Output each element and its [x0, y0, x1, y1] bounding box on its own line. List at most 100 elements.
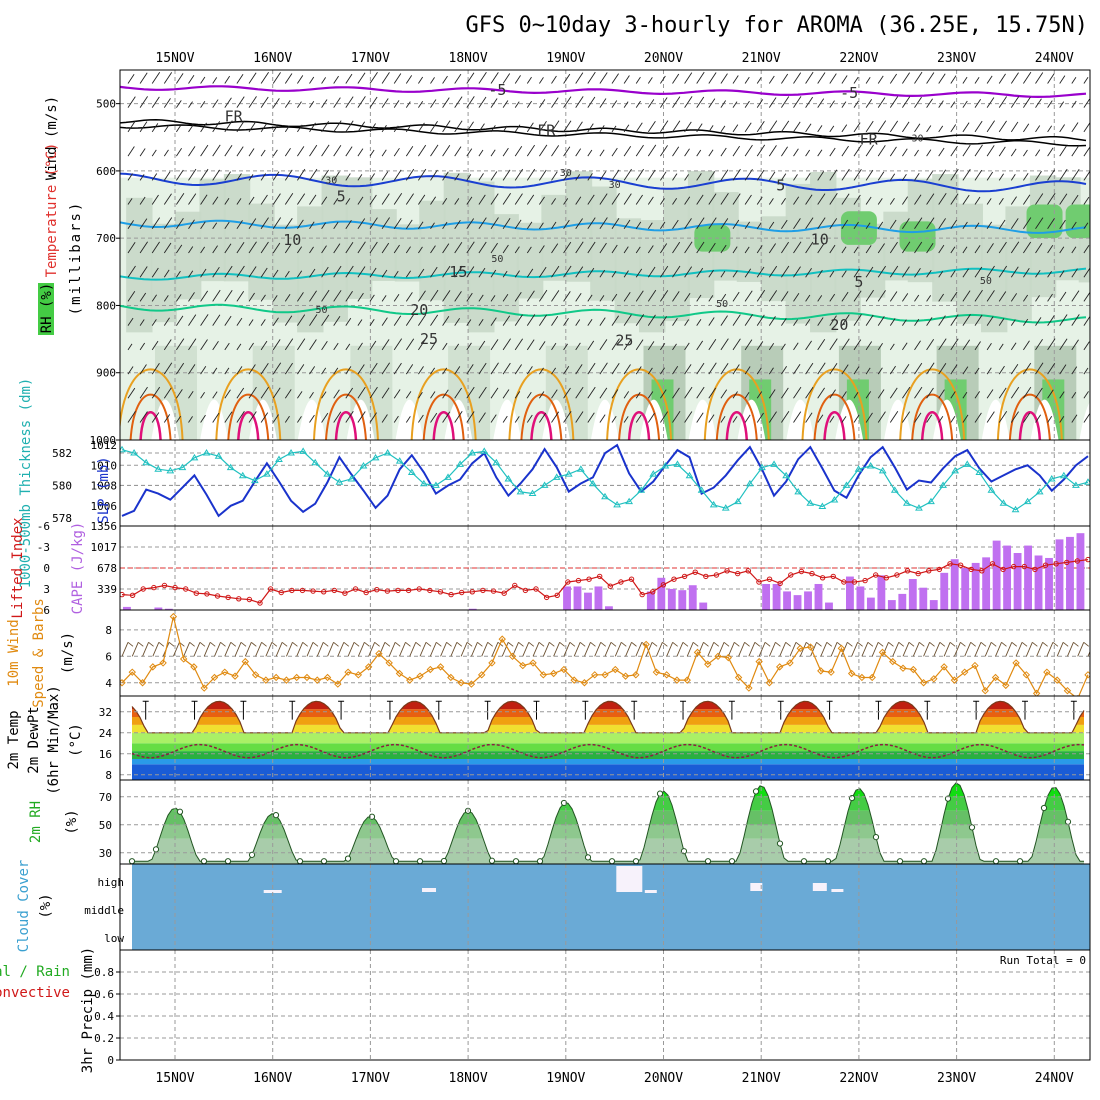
wind-barb: [466, 292, 473, 302]
thickness-point: [456, 460, 464, 467]
wind-barb: [272, 193, 281, 205]
cape-bar: [164, 608, 173, 610]
lifted-index-point: [936, 566, 943, 573]
wind-barb: [539, 266, 547, 278]
wind-barb: [272, 171, 280, 181]
wind-barb: [345, 343, 351, 351]
wind-barb: [926, 387, 934, 399]
thickness-point: [637, 486, 646, 493]
wind-barb: [333, 389, 340, 399]
isotherm-30-loop: [715, 393, 758, 440]
temp-band: [132, 759, 1084, 765]
isotherm-25-loop: [703, 368, 770, 440]
wind-barb: [841, 246, 847, 254]
wind-barb: [684, 319, 690, 326]
wind-barb: [805, 123, 812, 133]
wind-barb: [732, 270, 738, 278]
wind-barb: [781, 219, 788, 230]
wind-barb: [539, 77, 544, 84]
wind-barb: [623, 338, 632, 351]
wind-barb: [575, 241, 584, 254]
wind-barb: [672, 219, 679, 230]
wind-barb: [393, 73, 402, 84]
wind-barb: [744, 314, 753, 326]
contour-label: 50: [716, 299, 728, 310]
wind-barb: [877, 243, 885, 254]
wind-barb: [466, 386, 475, 399]
wind-barb: [805, 71, 814, 84]
wind-barb: [1023, 268, 1030, 278]
lifted-index-point: [533, 586, 539, 592]
thickness-point: [697, 486, 706, 493]
rh-point: [536, 858, 544, 864]
wind-barb: [1047, 147, 1054, 157]
rh-point: [776, 840, 784, 847]
wind-barb: [466, 241, 475, 254]
thickness-point: [480, 447, 489, 454]
wind-barb: [1077, 642, 1085, 657]
wind-barb: [781, 343, 786, 351]
thermal-bubble: [786, 399, 815, 440]
wind-barb: [248, 72, 257, 84]
wind-barb: [163, 362, 173, 375]
wind-barb: [176, 148, 182, 157]
wind-barb: [611, 315, 620, 326]
wind-barb-flag: [446, 641, 452, 647]
wind-barb: [127, 198, 133, 205]
lifted-index-point: [140, 586, 146, 592]
wind-barb: [369, 362, 378, 375]
wind-speed-point: [1063, 687, 1072, 695]
wind-barb: [926, 149, 932, 157]
thickness-point: [794, 487, 803, 495]
wind-speed-point: [292, 673, 301, 682]
wind-barb: [418, 392, 423, 399]
wind-barb: [768, 290, 778, 302]
wind-barb: [539, 341, 546, 351]
rh-point: [920, 858, 928, 864]
wind-barb: [841, 291, 849, 302]
wind-barb: [430, 196, 437, 205]
wind-barb: [248, 319, 254, 326]
wind-barb: [345, 265, 354, 278]
wind-barb: [212, 266, 220, 278]
thickness-point: [915, 504, 923, 511]
wind-barb: [454, 146, 462, 157]
wind-barb: [490, 193, 499, 205]
rh-band-50: [663, 189, 690, 322]
temp-band: [132, 743, 1084, 752]
wind-barb-flag: [322, 641, 329, 647]
wind-barb: [902, 196, 909, 205]
wind-barb-flag: [209, 641, 216, 647]
wind-barb: [998, 365, 1005, 375]
wind-barb: [914, 96, 922, 108]
wind-barb: [514, 75, 521, 84]
wind-barb: [1010, 96, 1020, 108]
wind-barb: [333, 221, 339, 230]
wind-barb: [357, 292, 364, 302]
wind-barb: [623, 246, 629, 254]
wind-barb: [805, 267, 812, 278]
wind-barb: [647, 412, 656, 423]
wind-barb-flag: [261, 641, 267, 647]
wind-barb: [889, 73, 898, 84]
cape-bar: [657, 577, 666, 610]
wind-barb: [841, 124, 848, 133]
wind-barb: [393, 169, 402, 181]
wind-speed-point: [519, 661, 527, 670]
lifted-index-point: [405, 587, 412, 594]
isotherm-20: [120, 303, 1087, 324]
cape-bar: [929, 600, 938, 610]
lifted-index-point: [1021, 563, 1028, 570]
wind-barb: [962, 76, 968, 84]
wind-barb: [599, 317, 606, 326]
wind-barb: [660, 290, 669, 302]
wind-barb: [672, 73, 680, 84]
wind-barb: [234, 642, 242, 657]
wind-barb: [478, 123, 485, 133]
wind-speed-point: [909, 665, 918, 674]
lifted-index-point: [692, 569, 698, 575]
isotherm-35-loop: [139, 411, 162, 440]
wind-barb: [744, 100, 750, 108]
wind-barb: [614, 642, 622, 657]
